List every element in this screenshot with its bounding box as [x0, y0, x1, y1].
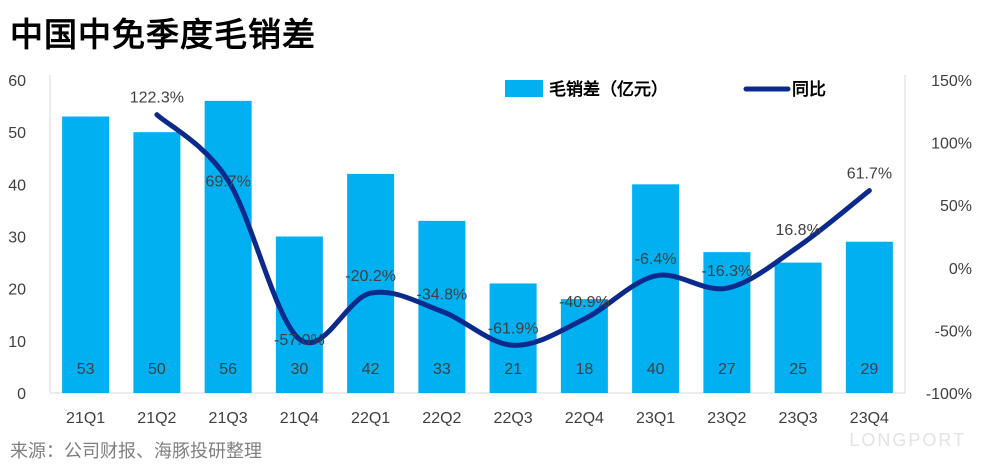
- x-tick-label: 23Q4: [850, 410, 889, 427]
- bar-value-label: 42: [362, 361, 380, 378]
- y-right-tick-label: -50%: [935, 323, 972, 340]
- source-note: 来源：公司财报、海豚投研整理: [10, 441, 262, 462]
- y-left-tick-label: 50: [8, 125, 26, 142]
- bar-value-label: 53: [77, 361, 95, 378]
- x-tick-label: 22Q1: [351, 410, 390, 427]
- y-left-tick-label: 40: [8, 177, 26, 194]
- yoy-data-label: 61.7%: [847, 166, 892, 183]
- yoy-data-label: 16.8%: [775, 222, 820, 239]
- bar: [560, 299, 608, 393]
- y-right-tick-label: 150%: [931, 73, 972, 90]
- bar-value-label: 27: [718, 361, 736, 378]
- yoy-series-line: [154, 112, 872, 348]
- x-tick-label: 21Q1: [66, 410, 105, 427]
- bar: [62, 116, 110, 394]
- y-left-tick-label: 30: [8, 230, 26, 247]
- bar: [632, 184, 680, 393]
- x-tick-label: 22Q3: [494, 410, 533, 427]
- yoy-data-label: -34.8%: [417, 286, 468, 303]
- y-right-tick-label: 50%: [940, 198, 972, 215]
- yoy-data-label: 122.3%: [130, 90, 184, 107]
- bar-value-label: 29: [860, 361, 878, 378]
- watermark: LONGPORT: [849, 430, 966, 450]
- chart-title: 中国中免季度毛销差: [10, 15, 316, 54]
- bar-value-label: 33: [433, 361, 451, 378]
- x-tick-label: 23Q2: [707, 410, 746, 427]
- bar-value-label: 21: [504, 361, 522, 378]
- yoy-data-label: -20.2%: [345, 268, 396, 285]
- bar: [774, 262, 822, 393]
- yoy-data-label: -40.9%: [559, 294, 610, 311]
- legend-label-bar: 毛销差（亿元）: [549, 79, 668, 100]
- bar: [204, 100, 252, 393]
- yoy-data-label: -16.3%: [702, 263, 753, 280]
- y-right-tick-label: -100%: [926, 386, 972, 403]
- y-left-tick-label: 10: [8, 334, 26, 351]
- yoy-data-label: -61.9%: [488, 320, 539, 337]
- x-tick-label: 21Q3: [209, 410, 248, 427]
- bar-value-label: 56: [219, 361, 237, 378]
- bar-value-label: 30: [290, 361, 308, 378]
- x-tick-label: 23Q1: [636, 410, 675, 427]
- x-tick-label: 23Q3: [779, 410, 818, 427]
- legend-swatch-bar: [505, 80, 543, 97]
- x-tick-label: 22Q2: [422, 410, 461, 427]
- yoy-data-label: 69.7%: [205, 174, 250, 191]
- y-left-tick-label: 0: [17, 386, 26, 403]
- bar: [489, 283, 537, 393]
- bar: [347, 173, 395, 393]
- bar: [703, 252, 751, 393]
- bar: [133, 132, 181, 393]
- y-left-tick-label: 20: [8, 282, 26, 299]
- y-left-tick-label: 60: [8, 73, 26, 90]
- x-tick-label: 21Q2: [137, 410, 176, 427]
- bar-value-label: 25: [789, 361, 807, 378]
- yoy-data-label: -57.0%: [274, 332, 325, 349]
- x-tick-label: 22Q4: [565, 410, 604, 427]
- bar-value-label: 18: [575, 361, 593, 378]
- bar-value-label: 40: [647, 361, 665, 378]
- bar-value-label: 50: [148, 361, 166, 378]
- bar: [845, 241, 893, 393]
- yoy-data-label: -6.4%: [635, 251, 677, 268]
- y-right-tick-label: 0%: [949, 261, 972, 278]
- x-tick-label: 21Q4: [280, 410, 319, 427]
- legend-label-line: 同比: [792, 79, 826, 100]
- y-right-tick-label: 100%: [931, 136, 972, 153]
